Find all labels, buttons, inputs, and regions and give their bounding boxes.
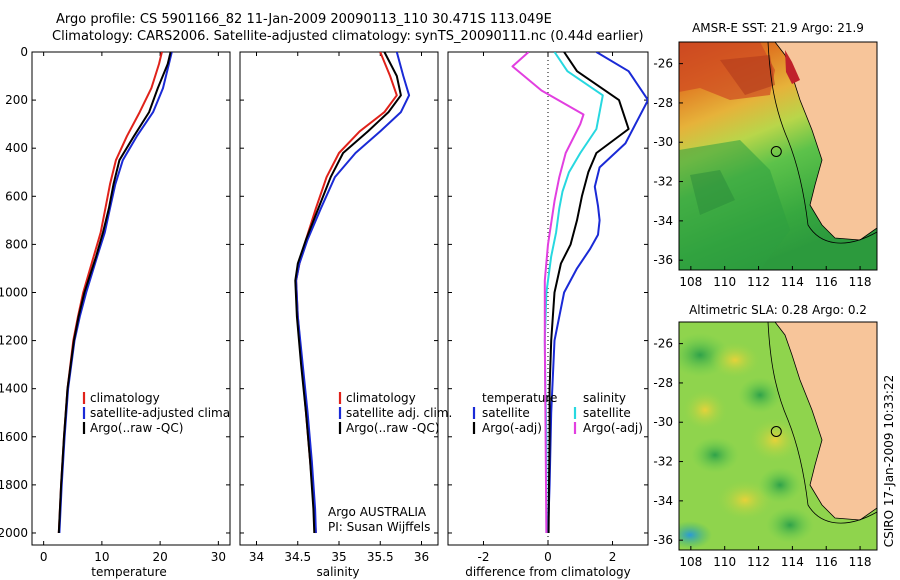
sst-map-title: AMSR-E SST: 21.9 Argo: 21.9 <box>692 21 864 35</box>
temperature-xlabel: temperature <box>91 565 166 579</box>
x-tick-label: 2 <box>609 550 617 564</box>
sla-map <box>679 322 877 550</box>
map-x-tick-label: 110 <box>713 555 736 569</box>
difference-xlabel: difference from climatology <box>465 565 631 579</box>
series-temperature-satellite <box>547 52 648 534</box>
series-salinity-argo-adj <box>511 52 585 534</box>
x-tick-label: -2 <box>477 550 489 564</box>
legend-climatology: climatology <box>90 391 160 405</box>
map-x-tick-label: 116 <box>815 555 838 569</box>
x-tick-label: 35.5 <box>367 550 394 564</box>
x-tick-label: 34 <box>249 550 264 564</box>
y-tick-label: 1200 <box>0 334 28 348</box>
y-tick-label: 1800 <box>0 478 28 492</box>
legend-sal-argo: Argo(-adj) <box>583 421 643 435</box>
map-y-tick-label: -36 <box>653 533 673 547</box>
legend-salinity-header: salinity <box>583 391 626 405</box>
map-y-tick-label: -32 <box>653 175 673 189</box>
salinity-panel-frame <box>239 51 439 546</box>
legend-temp-argo: Argo(-adj) <box>482 421 542 435</box>
legend-climatology: climatology <box>346 391 416 405</box>
sst-argo-marker <box>770 146 782 157</box>
map-x-tick-label: 108 <box>679 555 702 569</box>
legend-sal-satellite: satellite <box>583 406 631 420</box>
temperature-legend: climatology satellite-adjusted climatolo… <box>82 391 268 435</box>
difference-panel-frame <box>447 51 649 546</box>
map-x-tick-label: 116 <box>815 275 838 289</box>
sla-map-frame <box>678 321 878 551</box>
difference-legend: temperature salinity satellite Argo(-adj… <box>472 391 643 435</box>
sst-map <box>679 42 877 270</box>
legend-argo: Argo(..raw -QC) <box>346 421 439 435</box>
x-tick-label: 20 <box>152 550 167 564</box>
x-tick-label: 0 <box>544 550 552 564</box>
pi-annotation: PI: Susan Wijffels <box>328 520 430 534</box>
map-y-tick-label: -26 <box>653 57 673 71</box>
profile-title-line2: Climatology: CARS2006. Satellite-adjuste… <box>52 29 644 44</box>
map-y-tick-label: -28 <box>653 96 673 110</box>
map-y-tick-label: -30 <box>653 135 673 149</box>
profile-title-line1: Argo profile: CS 5901166_82 11-Jan-2009 … <box>56 12 552 27</box>
x-tick-label: 35 <box>331 550 346 564</box>
map-y-tick-label: -28 <box>653 376 673 390</box>
y-tick-label: 1400 <box>0 382 28 396</box>
x-tick-label: 10 <box>94 550 109 564</box>
x-tick-label: 30 <box>211 550 226 564</box>
salinity-legend: climatology satellite adj. clim. Argo(..… <box>338 391 452 435</box>
map-y-tick-label: -26 <box>653 337 673 351</box>
sla-map-title: Altimetric SLA: 0.28 Argo: 0.2 <box>689 303 867 317</box>
map-y-tick-label: -36 <box>653 253 673 267</box>
map-y-tick-label: -34 <box>653 214 673 228</box>
legend-satellite-adjusted: satellite-adjusted climatology <box>90 406 268 420</box>
y-tick-label: 1000 <box>0 285 28 299</box>
temperature-panel-frame <box>31 51 231 546</box>
series-argo-raw-qc <box>294 52 402 534</box>
x-tick-label: 0 <box>40 550 48 564</box>
salinity-xlabel: salinity <box>316 565 359 579</box>
y-tick-label: 800 <box>5 237 28 251</box>
legend-temperature-header: temperature <box>482 391 557 405</box>
series-temperature-argo-adj <box>547 52 630 534</box>
map-y-tick-label: -30 <box>653 415 673 429</box>
map-y-tick-label: -34 <box>653 494 673 508</box>
map-y-tick-label: -32 <box>653 455 673 469</box>
y-tick-label: 0 <box>20 45 28 59</box>
y-tick-label: 400 <box>5 141 28 155</box>
map-x-tick-label: 108 <box>679 275 702 289</box>
y-tick-label: 1600 <box>0 430 28 444</box>
series-satellite-adj-clim <box>295 52 411 534</box>
map-x-tick-label: 118 <box>849 555 872 569</box>
y-tick-label: 600 <box>5 189 28 203</box>
map-x-tick-label: 110 <box>713 275 736 289</box>
sla-argo-marker <box>770 426 782 437</box>
x-tick-label: 34.5 <box>284 550 311 564</box>
y-tick-label: 200 <box>5 93 28 107</box>
argo-australia-annotation: Argo AUSTRALIA <box>328 505 427 519</box>
y-tick-label: 2000 <box>0 526 28 540</box>
map-x-tick-label: 118 <box>849 275 872 289</box>
x-tick-label: 36 <box>414 550 429 564</box>
credit-text: CSIRO 17-Jan-2009 10:33:22 <box>882 375 896 547</box>
map-x-tick-label: 114 <box>781 555 804 569</box>
map-x-tick-label: 114 <box>781 275 804 289</box>
map-x-tick-label: 112 <box>747 275 770 289</box>
legend-temp-satellite: satellite <box>482 406 530 420</box>
legend-satellite-adj: satellite adj. clim. <box>346 406 452 420</box>
map-x-tick-label: 112 <box>747 555 770 569</box>
sst-map-frame <box>678 41 878 271</box>
legend-argo: Argo(..raw -QC) <box>90 421 183 435</box>
series-argo-raw-qc <box>57 52 172 534</box>
